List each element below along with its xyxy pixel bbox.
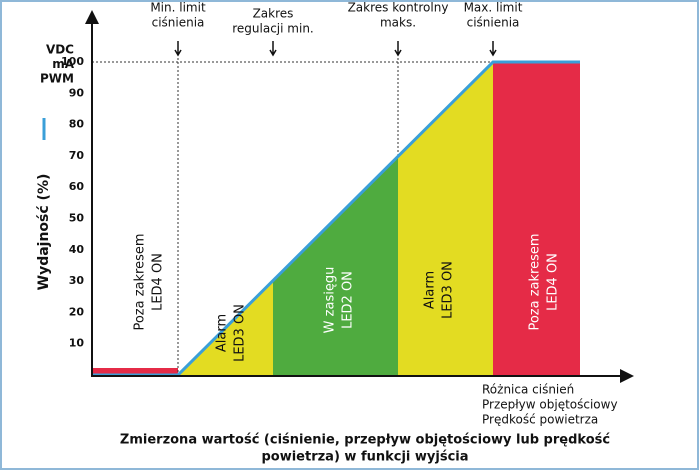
axes xyxy=(85,10,634,383)
top-label: ciśnienia xyxy=(467,16,520,30)
top-label: Zakres kontrolny xyxy=(348,1,449,15)
x-axis-label: Prędkość powietrza xyxy=(482,413,598,427)
y-tick-label: 50 xyxy=(69,212,85,225)
zone-label: W zasięgu xyxy=(323,267,338,334)
top-label: Zakres xyxy=(253,7,294,21)
zone-label: LED4 ON xyxy=(546,253,561,311)
zone-label: Poza zakresem xyxy=(528,233,543,330)
zone-label: Alarm xyxy=(215,314,230,352)
zone-yellow-2 xyxy=(398,62,493,375)
down-arrow xyxy=(269,41,277,57)
zone-low-red xyxy=(92,368,178,375)
zone-label: LED2 ON xyxy=(341,271,356,329)
x-axis-label: Przepływ objętościowy xyxy=(482,398,618,412)
down-arrow xyxy=(174,41,182,57)
zone-label: Alarm xyxy=(423,271,438,309)
zone-label: Poza zakresem xyxy=(133,233,148,330)
y-tick-label: 70 xyxy=(69,149,85,162)
y-tick-label: 60 xyxy=(69,180,85,193)
top-label: Max. limit xyxy=(464,1,523,15)
caption: powietrza) w funkcji wyjścia xyxy=(261,450,468,465)
x-axis-label: Różnica ciśnień xyxy=(482,383,574,397)
y-tick-label: 20 xyxy=(69,305,85,318)
zone-red xyxy=(493,62,580,375)
unit-label: mA xyxy=(52,57,75,71)
y-tick-label: 40 xyxy=(69,243,85,256)
x-arrow xyxy=(620,369,634,383)
top-label: regulacji min. xyxy=(232,22,314,36)
y-tick-label: 90 xyxy=(69,86,85,99)
top-label: Min. limit xyxy=(150,1,206,15)
unit-label: PWM xyxy=(40,72,74,86)
y-arrow xyxy=(85,10,99,24)
y-tick-label: 80 xyxy=(69,118,85,131)
down-arrow xyxy=(489,41,497,57)
zone-label: LED3 ON xyxy=(233,304,248,362)
caption: Zmierzona wartość (ciśnienie, przepływ o… xyxy=(120,433,610,448)
zone-green xyxy=(273,156,398,375)
guides xyxy=(92,42,493,375)
top-label: ciśnienia xyxy=(152,16,205,30)
unit-label: VDC xyxy=(46,43,74,57)
down-arrow xyxy=(394,41,402,57)
y-tick-label: 10 xyxy=(69,337,85,350)
top-label: maks. xyxy=(380,16,416,30)
y-tick-label: 30 xyxy=(69,274,85,287)
zone-label: LED4 ON xyxy=(151,253,166,311)
y-tick-label: 100 xyxy=(61,55,84,68)
y-axis-title: Wydajność (%) xyxy=(36,174,52,291)
zone-label: LED3 ON xyxy=(441,261,456,319)
